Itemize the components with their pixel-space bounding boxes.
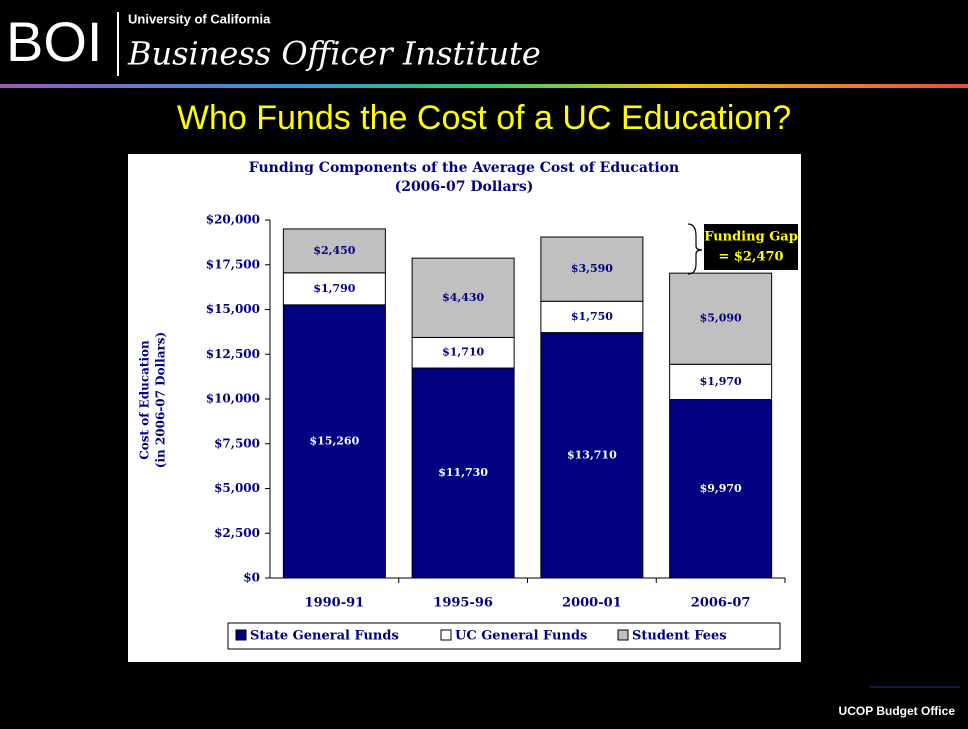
bar-segment [411,336,515,369]
data-label: $1,710 [442,346,484,359]
legend-label: State General Funds [250,629,399,644]
data-label: $2,450 [313,244,355,257]
y-tick-label: $10,000 [206,392,260,406]
bar-segment [540,300,644,334]
bar-segment [669,399,773,579]
data-label: $5,090 [700,312,742,325]
org: University of California [128,11,271,26]
legend-swatch [440,629,452,641]
data-label: $3,590 [571,262,613,275]
bar-segment [669,272,773,365]
y-tick-label: $7,500 [214,436,260,450]
y-axis-label: (in 2006-07 Dollars) [154,332,168,468]
legend-label: UC General Funds [455,629,587,644]
footer: UCOP Budget Office [839,704,956,718]
y-tick-label: $0 [243,571,260,585]
bar-segment [411,367,515,579]
header-rule [0,84,968,88]
data-label: $1,970 [700,375,742,388]
chart-title: Funding Components of the Average Cost o… [249,160,679,176]
data-label: $11,730 [438,466,488,479]
chart: Funding Components of the Average Cost o… [138,160,798,650]
data-label: $13,710 [567,448,617,461]
data-label: $9,970 [700,482,742,495]
legend-swatch [617,629,629,641]
x-tick-label: 1995-96 [433,596,493,611]
y-tick-label: $17,500 [206,257,260,271]
y-tick-label: $5,000 [214,481,260,495]
slide-title: Who Funds the Cost of a UC Education? [177,99,791,137]
legend [227,622,781,650]
institute-name: Business Officer Institute [127,35,541,73]
x-tick-label: 2000-01 [562,596,622,611]
bar-segment [669,363,773,401]
annotation-box [704,224,798,270]
legend-label: Student Fees [632,629,727,644]
data-label: $1,750 [571,310,613,323]
bar-segment [540,236,644,302]
annotation: Funding Gap [704,230,798,245]
annotation: = $2,470 [718,250,783,265]
legend-swatch [235,629,247,641]
gap-brace [687,223,703,275]
data-label: $1,790 [313,282,355,295]
logo: BOI [6,10,102,73]
y-tick-label: $20,000 [206,213,260,227]
chart-subtitle: (2006-07 Dollars) [395,179,534,195]
bar-segment [411,257,515,338]
y-tick-label: $15,000 [206,302,260,316]
x-tick-label: 2006-07 [691,596,751,611]
bar-segment [282,272,386,306]
y-axis-label: Cost of Education [138,340,152,460]
y-tick-label: $12,500 [206,347,260,361]
y-tick-label: $2,500 [214,526,260,540]
data-label: $4,430 [442,291,484,304]
x-tick-label: 1990-91 [305,596,365,611]
bar-segment [540,332,644,579]
bar-segment [282,304,386,579]
bar-segment [282,228,386,274]
data-label: $15,260 [309,434,359,447]
